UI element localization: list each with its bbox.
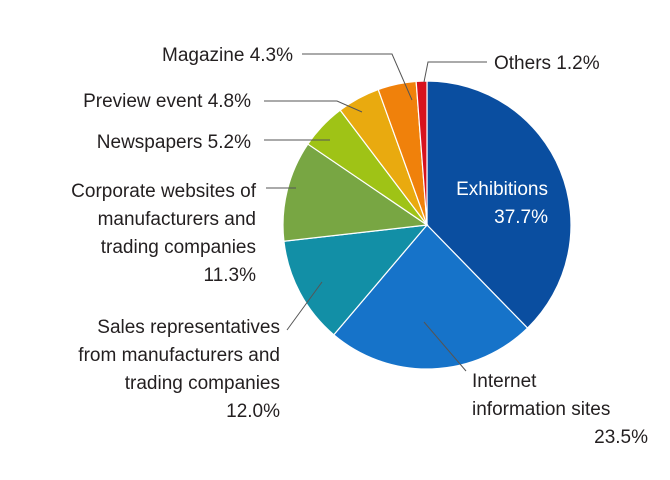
pie-slices (282, 80, 572, 370)
leader-line-sales-representatives-from-manufacturers-and-trading-companies (286, 281, 323, 331)
slice-label-sales-representatives-from-manufacturers-and-trading-companies: trading companies (125, 373, 280, 394)
pie-slice-exhibitions (426, 80, 572, 329)
slice-value-sales-representatives-from-manufacturers-and-trading-companies: 12.0% (226, 401, 280, 422)
slice-label-preview-event: Preview event 4.8% (83, 91, 251, 112)
slice-label-exhibitions: Exhibitions (456, 179, 548, 200)
slice-labels: Exhibitions 37.7% Internet information site… (71, 45, 648, 448)
pie-slice-sales-representatives-from-manufacturers-and-trading-companies (283, 224, 429, 336)
leader-lines (264, 53, 487, 372)
leader-line-others (423, 61, 487, 83)
slice-label-corporate-websites-of-manufacturers-and-trading-companies: Corporate websites of (71, 181, 257, 202)
slice-label-others: Others 1.2% (494, 53, 600, 74)
pie-slice-internet-information-sites (332, 224, 529, 370)
slice-label-internet-information-sites: Internet (472, 371, 537, 392)
slice-label-newspapers: Newspapers 5.2% (97, 132, 251, 153)
pie-slice-corporate-websites-of-manufacturers-and-trading-companies (282, 143, 429, 242)
slice-label-sales-representatives-from-manufacturers-and-trading-companies: from manufacturers and (78, 345, 280, 366)
slice-label-internet-information-sites: information sites (472, 399, 610, 420)
leader-line-preview-event (264, 100, 363, 113)
slice-label-corporate-websites-of-manufacturers-and-trading-companies: trading companies (101, 237, 256, 258)
slice-label-sales-representatives-from-manufacturers-and-trading-companies: Sales representatives (97, 317, 280, 338)
leader-line-magazine (302, 53, 413, 101)
slice-label-corporate-websites-of-manufacturers-and-trading-companies: manufacturers and (98, 209, 256, 230)
slice-value-exhibitions: 37.7% (494, 207, 548, 228)
leader-line-internet-information-sites (423, 321, 467, 372)
slice-value-corporate-websites-of-manufacturers-and-trading-companies: 11.3% (204, 265, 257, 286)
slice-label-magazine: Magazine 4.3% (162, 45, 293, 66)
pie-slice-others (415, 80, 428, 226)
slice-value-internet-information-sites: 23.5% (594, 427, 648, 448)
